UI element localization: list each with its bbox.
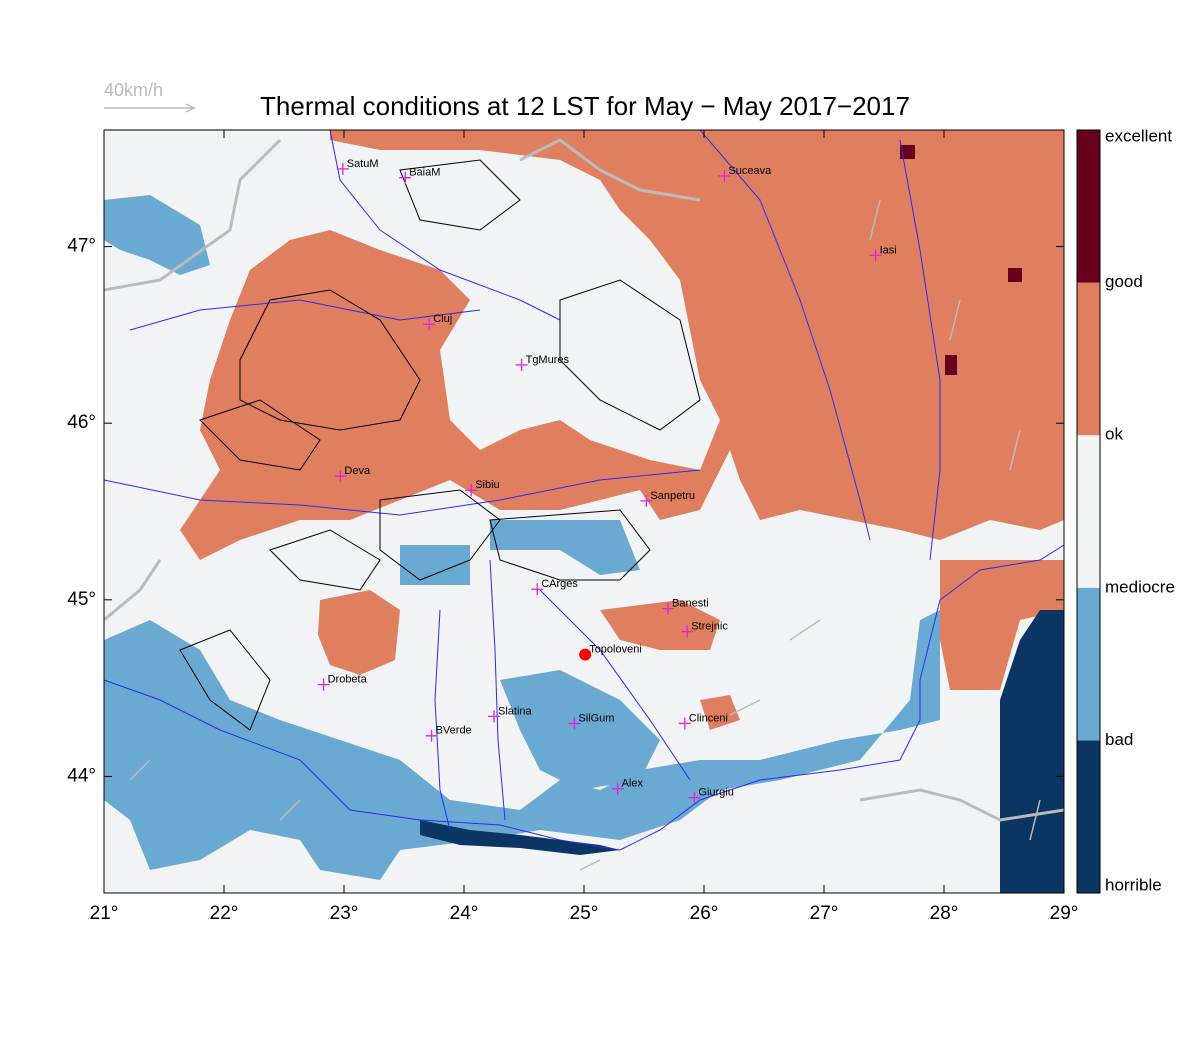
x-tick-label: 21° — [90, 903, 119, 924]
legend-label: good — [1105, 272, 1143, 291]
x-tick-label: 29° — [1050, 903, 1079, 924]
city-marker — [611, 782, 624, 795]
city-label: Slatina — [498, 705, 533, 717]
colorbar-segment — [1077, 740, 1100, 893]
x-tick-label: 24° — [450, 903, 479, 924]
city-marker — [579, 648, 592, 661]
x-tick-label: 26° — [690, 903, 719, 924]
city-marker — [688, 791, 701, 804]
x-tick-label: 25° — [570, 903, 599, 924]
legend-label: mediocre — [1105, 577, 1175, 596]
city-marker — [423, 318, 436, 331]
x-tick-label: 23° — [330, 903, 359, 924]
city-label: TgMures — [526, 354, 570, 366]
colorbar-segment — [1077, 435, 1100, 588]
city-label: Sanpetru — [650, 490, 695, 502]
city-marker — [640, 494, 653, 507]
city-marker — [488, 710, 500, 723]
legend-label: bad — [1105, 730, 1133, 749]
city-label: Iasi — [880, 244, 897, 256]
y-tick-label: 46° — [67, 412, 96, 433]
y-tick-label: 45° — [67, 589, 96, 610]
wind-scale-label: 40km/h — [104, 80, 163, 100]
city-marker — [515, 358, 528, 371]
field-background — [104, 130, 1064, 893]
map-overlay: 21° 22° 23° 24° 25° 26° 27° 28° 29° 44° 45° 46° 47° h… — [67, 126, 1175, 924]
city-label: Sibiu — [475, 479, 499, 491]
city-label: Deva — [344, 465, 371, 477]
city-marker — [662, 602, 674, 615]
city-label: BaiaM — [409, 167, 440, 179]
legend-label: ok — [1105, 425, 1123, 444]
city-marker — [336, 162, 349, 175]
colorbar-segment — [1077, 282, 1100, 436]
x-tick-label: 28° — [930, 903, 959, 924]
x-tick-label: 27° — [810, 903, 839, 924]
city-label: Strejnic — [691, 621, 728, 633]
wind-arrows — [129, 199, 1041, 871]
colorbar-segment — [1077, 587, 1100, 741]
city-marker — [334, 470, 347, 483]
city-label: Alex — [622, 778, 644, 790]
city-marker — [317, 678, 330, 691]
legend-label: excellent — [1105, 126, 1172, 145]
colorbar-segment — [1077, 130, 1100, 283]
city-marker — [681, 625, 694, 638]
y-tick-label: 44° — [67, 765, 96, 786]
city-marker — [568, 717, 581, 730]
city-marker — [425, 729, 438, 742]
city-marker — [678, 717, 691, 730]
city-label: CArges — [541, 578, 578, 590]
city-label: Clinceni — [689, 712, 728, 724]
city-label: BVerde — [436, 725, 472, 737]
city-label: Suceava — [728, 165, 772, 177]
city-label: Banesti — [672, 598, 709, 610]
legend-label: horrible — [1105, 875, 1162, 894]
map-title: Thermal conditions at 12 LST for May − M… — [260, 91, 910, 121]
city-label: Giurgiu — [698, 787, 733, 799]
city-marker — [718, 169, 731, 182]
city-marker — [869, 249, 882, 262]
city-label: Drobeta — [328, 673, 368, 685]
city-label: SilGum — [578, 712, 614, 724]
x-tick-label: 22° — [210, 903, 239, 924]
y-tick-label: 47° — [67, 236, 96, 257]
colorbar-frame — [1076, 129, 1101, 894]
city-label: Cluj — [433, 313, 452, 325]
city-label: SatuM — [347, 158, 379, 170]
wind-scale-arrow — [104, 103, 196, 113]
city-marker — [531, 583, 544, 596]
city-marker — [399, 171, 412, 184]
city-label: Topoloveni — [589, 643, 642, 655]
city-marker — [465, 484, 478, 497]
